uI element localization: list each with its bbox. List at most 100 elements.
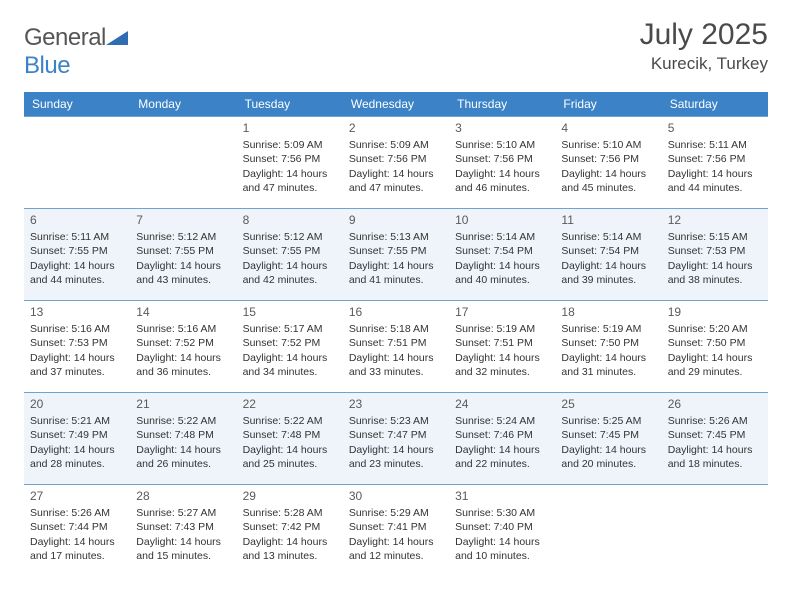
- sunset-line: Sunset: 7:55 PM: [243, 244, 337, 258]
- calendar-day-cell: 28Sunrise: 5:27 AMSunset: 7:43 PMDayligh…: [130, 485, 236, 577]
- day-number: 7: [136, 212, 230, 228]
- calendar-day-cell: 26Sunrise: 5:26 AMSunset: 7:45 PMDayligh…: [662, 393, 768, 485]
- daylight-line: Daylight: 14 hours and 17 minutes.: [30, 535, 124, 563]
- calendar-day-cell: 30Sunrise: 5:29 AMSunset: 7:41 PMDayligh…: [343, 485, 449, 577]
- sunrise-line: Sunrise: 5:13 AM: [349, 230, 443, 244]
- calendar-day-cell: 22Sunrise: 5:22 AMSunset: 7:48 PMDayligh…: [237, 393, 343, 485]
- sunrise-line: Sunrise: 5:29 AM: [349, 506, 443, 520]
- sunrise-line: Sunrise: 5:12 AM: [243, 230, 337, 244]
- sunset-line: Sunset: 7:41 PM: [349, 520, 443, 534]
- sunrise-line: Sunrise: 5:14 AM: [455, 230, 549, 244]
- daylight-line: Daylight: 14 hours and 15 minutes.: [136, 535, 230, 563]
- sunrise-line: Sunrise: 5:16 AM: [136, 322, 230, 336]
- day-number: 12: [668, 212, 762, 228]
- sunrise-line: Sunrise: 5:28 AM: [243, 506, 337, 520]
- sunset-line: Sunset: 7:56 PM: [455, 152, 549, 166]
- sunrise-line: Sunrise: 5:26 AM: [30, 506, 124, 520]
- calendar-day-cell: 17Sunrise: 5:19 AMSunset: 7:51 PMDayligh…: [449, 301, 555, 393]
- calendar-week-row: 6Sunrise: 5:11 AMSunset: 7:55 PMDaylight…: [24, 209, 768, 301]
- sunrise-line: Sunrise: 5:10 AM: [455, 138, 549, 152]
- day-number: 20: [30, 396, 124, 412]
- sunrise-line: Sunrise: 5:11 AM: [30, 230, 124, 244]
- day-number: 2: [349, 120, 443, 136]
- weekday-header: Tuesday: [237, 92, 343, 117]
- calendar-day-cell: 9Sunrise: 5:13 AMSunset: 7:55 PMDaylight…: [343, 209, 449, 301]
- calendar-empty-cell: [130, 117, 236, 209]
- daylight-line: Daylight: 14 hours and 47 minutes.: [349, 167, 443, 195]
- sunrise-line: Sunrise: 5:30 AM: [455, 506, 549, 520]
- sunset-line: Sunset: 7:53 PM: [30, 336, 124, 350]
- daylight-line: Daylight: 14 hours and 34 minutes.: [243, 351, 337, 379]
- day-number: 21: [136, 396, 230, 412]
- sunrise-line: Sunrise: 5:26 AM: [668, 414, 762, 428]
- day-number: 11: [561, 212, 655, 228]
- calendar-day-cell: 24Sunrise: 5:24 AMSunset: 7:46 PMDayligh…: [449, 393, 555, 485]
- day-number: 19: [668, 304, 762, 320]
- title-block: July 2025 Kurecik, Turkey: [640, 18, 768, 74]
- sunset-line: Sunset: 7:47 PM: [349, 428, 443, 442]
- day-number: 3: [455, 120, 549, 136]
- sunset-line: Sunset: 7:52 PM: [243, 336, 337, 350]
- sunset-line: Sunset: 7:54 PM: [561, 244, 655, 258]
- sunset-line: Sunset: 7:46 PM: [455, 428, 549, 442]
- sunset-line: Sunset: 7:48 PM: [136, 428, 230, 442]
- calendar-week-row: 1Sunrise: 5:09 AMSunset: 7:56 PMDaylight…: [24, 117, 768, 209]
- calendar-day-cell: 15Sunrise: 5:17 AMSunset: 7:52 PMDayligh…: [237, 301, 343, 393]
- daylight-line: Daylight: 14 hours and 41 minutes.: [349, 259, 443, 287]
- sunset-line: Sunset: 7:51 PM: [349, 336, 443, 350]
- day-number: 23: [349, 396, 443, 412]
- calendar-week-row: 20Sunrise: 5:21 AMSunset: 7:49 PMDayligh…: [24, 393, 768, 485]
- calendar-day-cell: 19Sunrise: 5:20 AMSunset: 7:50 PMDayligh…: [662, 301, 768, 393]
- sunset-line: Sunset: 7:55 PM: [30, 244, 124, 258]
- day-number: 5: [668, 120, 762, 136]
- sunset-line: Sunset: 7:54 PM: [455, 244, 549, 258]
- day-number: 1: [243, 120, 337, 136]
- day-number: 6: [30, 212, 124, 228]
- daylight-line: Daylight: 14 hours and 33 minutes.: [349, 351, 443, 379]
- daylight-line: Daylight: 14 hours and 42 minutes.: [243, 259, 337, 287]
- day-number: 22: [243, 396, 337, 412]
- sunrise-line: Sunrise: 5:23 AM: [349, 414, 443, 428]
- daylight-line: Daylight: 14 hours and 25 minutes.: [243, 443, 337, 471]
- calendar-day-cell: 14Sunrise: 5:16 AMSunset: 7:52 PMDayligh…: [130, 301, 236, 393]
- day-number: 27: [30, 488, 124, 504]
- calendar-day-cell: 29Sunrise: 5:28 AMSunset: 7:42 PMDayligh…: [237, 485, 343, 577]
- sunset-line: Sunset: 7:50 PM: [668, 336, 762, 350]
- sunrise-line: Sunrise: 5:14 AM: [561, 230, 655, 244]
- brand-logo: GeneralBlue: [24, 18, 128, 80]
- daylight-line: Daylight: 14 hours and 45 minutes.: [561, 167, 655, 195]
- page-header: GeneralBlue July 2025 Kurecik, Turkey: [24, 18, 768, 80]
- sunrise-line: Sunrise: 5:24 AM: [455, 414, 549, 428]
- sunset-line: Sunset: 7:44 PM: [30, 520, 124, 534]
- sunrise-line: Sunrise: 5:25 AM: [561, 414, 655, 428]
- daylight-line: Daylight: 14 hours and 23 minutes.: [349, 443, 443, 471]
- daylight-line: Daylight: 14 hours and 20 minutes.: [561, 443, 655, 471]
- sunset-line: Sunset: 7:56 PM: [243, 152, 337, 166]
- daylight-line: Daylight: 14 hours and 44 minutes.: [668, 167, 762, 195]
- sunrise-line: Sunrise: 5:10 AM: [561, 138, 655, 152]
- daylight-line: Daylight: 14 hours and 31 minutes.: [561, 351, 655, 379]
- sunset-line: Sunset: 7:50 PM: [561, 336, 655, 350]
- calendar-empty-cell: [555, 485, 661, 577]
- sunset-line: Sunset: 7:42 PM: [243, 520, 337, 534]
- daylight-line: Daylight: 14 hours and 43 minutes.: [136, 259, 230, 287]
- sunset-line: Sunset: 7:52 PM: [136, 336, 230, 350]
- sunrise-line: Sunrise: 5:17 AM: [243, 322, 337, 336]
- daylight-line: Daylight: 14 hours and 36 minutes.: [136, 351, 230, 379]
- calendar-day-cell: 7Sunrise: 5:12 AMSunset: 7:55 PMDaylight…: [130, 209, 236, 301]
- day-number: 8: [243, 212, 337, 228]
- sunset-line: Sunset: 7:40 PM: [455, 520, 549, 534]
- weekday-header: Thursday: [449, 92, 555, 117]
- sunset-line: Sunset: 7:49 PM: [30, 428, 124, 442]
- daylight-line: Daylight: 14 hours and 10 minutes.: [455, 535, 549, 563]
- sunset-line: Sunset: 7:55 PM: [136, 244, 230, 258]
- location-label: Kurecik, Turkey: [640, 54, 768, 74]
- calendar-empty-cell: [24, 117, 130, 209]
- sunrise-line: Sunrise: 5:11 AM: [668, 138, 762, 152]
- calendar-body: 1Sunrise: 5:09 AMSunset: 7:56 PMDaylight…: [24, 117, 768, 577]
- calendar-day-cell: 31Sunrise: 5:30 AMSunset: 7:40 PMDayligh…: [449, 485, 555, 577]
- calendar-day-cell: 20Sunrise: 5:21 AMSunset: 7:49 PMDayligh…: [24, 393, 130, 485]
- day-number: 26: [668, 396, 762, 412]
- daylight-line: Daylight: 14 hours and 12 minutes.: [349, 535, 443, 563]
- sunrise-line: Sunrise: 5:15 AM: [668, 230, 762, 244]
